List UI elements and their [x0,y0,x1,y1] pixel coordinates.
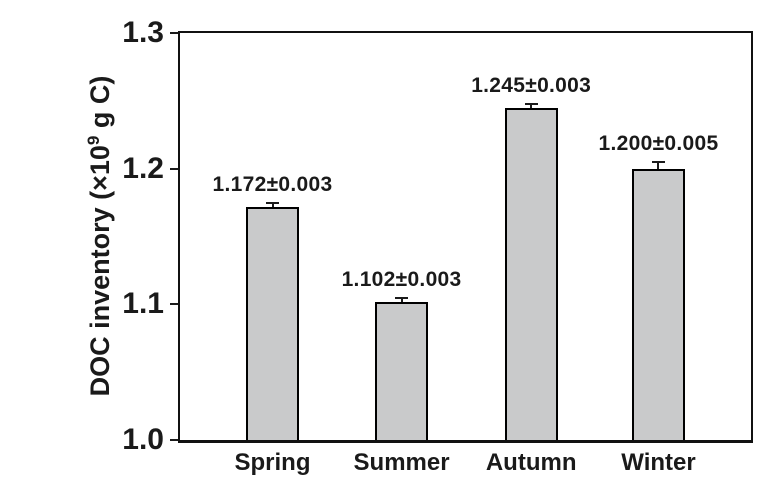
error-bar-stem-autumn [530,103,533,108]
x-tick-label-spring: Spring [234,449,311,476]
y-tick-label-1.2: 1.2 [122,151,164,185]
bar-autumn [504,107,558,440]
plot-frame: 1.172±0.003 1.102±0.003 1.245±0.003 1.200±0… [178,31,753,443]
y-tick-label-1.0: 1.0 [122,423,164,456]
bar-spring [246,206,299,440]
bar-winter [631,168,685,440]
y-axis-title-suffix: g C) [85,75,115,136]
error-bar-stem-spring [271,202,274,207]
y-tick-mark-1.1 [170,303,178,306]
bar-value-label-spring: 1.172±0.003 [212,172,333,196]
bar-value-label-winter: 1.200±0.005 [598,131,719,155]
error-bar-stem-summer [400,297,403,302]
error-bar-cap-autumn [524,102,538,105]
bar-value-label-autumn: 1.245±0.003 [471,73,592,97]
y-tick-label-1.1: 1.1 [122,287,164,321]
x-tick-label-winter: Winter [621,449,696,476]
y-axis-title-superscript: 9 [84,135,103,146]
error-bar-cap-spring [266,201,279,204]
error-bar-stem-winter [657,161,660,169]
y-tick-label-1.3: 1.3 [122,16,164,49]
x-tick-label-autumn: Autumn [485,449,577,476]
bar-value-label-summer: 1.102±0.003 [341,267,462,291]
error-bar-cap-winter [651,160,665,163]
bar-summer [375,301,429,440]
error-bar-cap-summer [395,296,409,299]
y-axis-title: DOC inventory (×109 g C) [82,0,118,488]
y-tick-mark-1.3 [170,32,178,34]
x-tick-label-summer: Summer [353,449,450,476]
y-tick-mark-1.0 [170,439,178,441]
y-tick-mark-1.2 [170,167,178,170]
